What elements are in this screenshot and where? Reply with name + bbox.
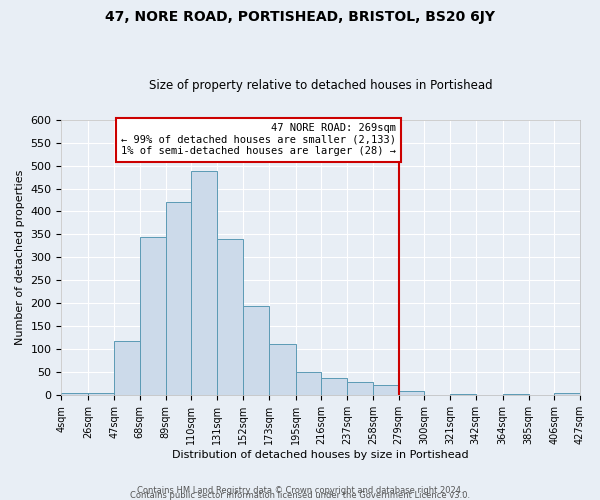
Y-axis label: Number of detached properties: Number of detached properties <box>15 170 25 345</box>
X-axis label: Distribution of detached houses by size in Portishead: Distribution of detached houses by size … <box>172 450 469 460</box>
Bar <box>61 392 88 396</box>
Bar <box>503 394 529 396</box>
Bar <box>398 391 424 396</box>
Bar <box>322 378 347 396</box>
Title: Size of property relative to detached houses in Portishead: Size of property relative to detached ho… <box>149 79 493 92</box>
Text: Contains public sector information licensed under the Government Licence v3.0.: Contains public sector information licen… <box>130 491 470 500</box>
Bar <box>450 394 476 396</box>
Bar <box>373 385 398 396</box>
Bar <box>243 306 269 396</box>
Bar <box>114 340 140 396</box>
Bar <box>296 372 322 396</box>
Bar <box>88 393 114 396</box>
Bar <box>554 393 580 396</box>
Bar <box>269 344 296 396</box>
Bar <box>140 237 166 396</box>
Text: Contains HM Land Registry data © Crown copyright and database right 2024.: Contains HM Land Registry data © Crown c… <box>137 486 463 495</box>
Bar <box>166 202 191 396</box>
Bar <box>191 172 217 396</box>
Text: 47 NORE ROAD: 269sqm
← 99% of detached houses are smaller (2,133)
1% of semi-det: 47 NORE ROAD: 269sqm ← 99% of detached h… <box>121 123 396 156</box>
Bar <box>217 239 243 396</box>
Text: 47, NORE ROAD, PORTISHEAD, BRISTOL, BS20 6JY: 47, NORE ROAD, PORTISHEAD, BRISTOL, BS20… <box>105 10 495 24</box>
Bar <box>347 382 373 396</box>
